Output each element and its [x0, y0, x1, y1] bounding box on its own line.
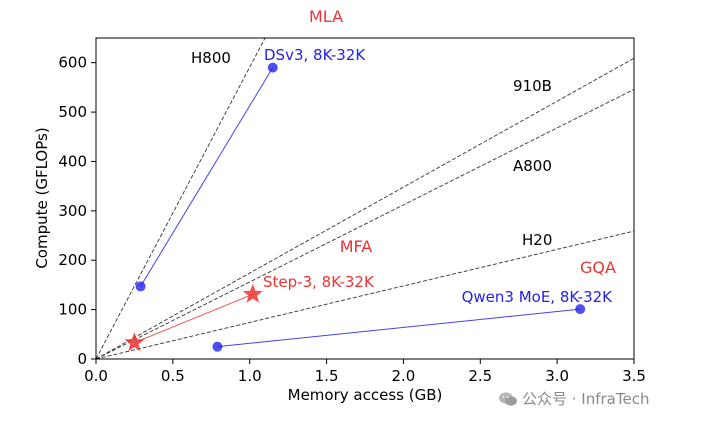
roofline-h20 [96, 230, 634, 359]
x-tick-label: 0.5 [161, 367, 185, 385]
x-tick-label: 2.5 [468, 367, 492, 385]
plot-frame [95, 37, 635, 360]
x-axis-label: Memory access (GB) [288, 386, 443, 404]
group-label-gqa: GQA [580, 258, 616, 277]
series-line [134, 293, 253, 344]
roofline-a800 [96, 88, 634, 359]
series-label: Qwen3 MoE, 8K-32K [462, 288, 614, 306]
watermark: 公众号 · InfraTech [498, 388, 649, 409]
roofline-label: H800 [191, 49, 231, 67]
star-marker [124, 332, 145, 352]
group-label-mla: MLA [309, 7, 343, 26]
roofline-h800 [96, 38, 266, 359]
x-tick-label: 1.5 [315, 367, 339, 385]
circle-marker [135, 281, 146, 292]
roofline-label: A800 [513, 157, 552, 175]
y-tick-label: 200 [58, 251, 87, 269]
series-line [140, 67, 274, 287]
wechat-icon [499, 392, 517, 406]
x-tick-label: 0.0 [84, 367, 108, 385]
x-tick-label: 2.0 [391, 367, 415, 385]
roofline-label: 910B [513, 77, 552, 95]
x-tick-label: 3.5 [622, 367, 646, 385]
roofline-label: H20 [522, 231, 552, 249]
star-marker [242, 283, 263, 303]
y-tick-label: 100 [58, 301, 87, 319]
x-tick-label: 1.0 [238, 367, 262, 385]
circle-marker [575, 304, 586, 315]
y-tick-label: 400 [58, 152, 87, 170]
group-label-mfa: MFA [340, 237, 373, 256]
roofline-910b [96, 57, 634, 359]
circle-marker [212, 341, 223, 352]
y-tick-label: 300 [58, 202, 87, 220]
series-line [217, 308, 581, 348]
y-tick-label: 500 [58, 103, 87, 121]
circle-marker [267, 62, 278, 73]
watermark-text: 公众号 · InfraTech [522, 390, 650, 408]
y-tick-label: 0 [77, 350, 87, 368]
series-label: DSv3, 8K-32K [264, 46, 366, 64]
y-tick-label: 600 [58, 54, 87, 72]
x-tick-label: 3.0 [545, 367, 569, 385]
series-label: Step-3, 8K-32K [263, 273, 375, 291]
y-axis-label: Compute (GFLOPs) [33, 127, 51, 268]
